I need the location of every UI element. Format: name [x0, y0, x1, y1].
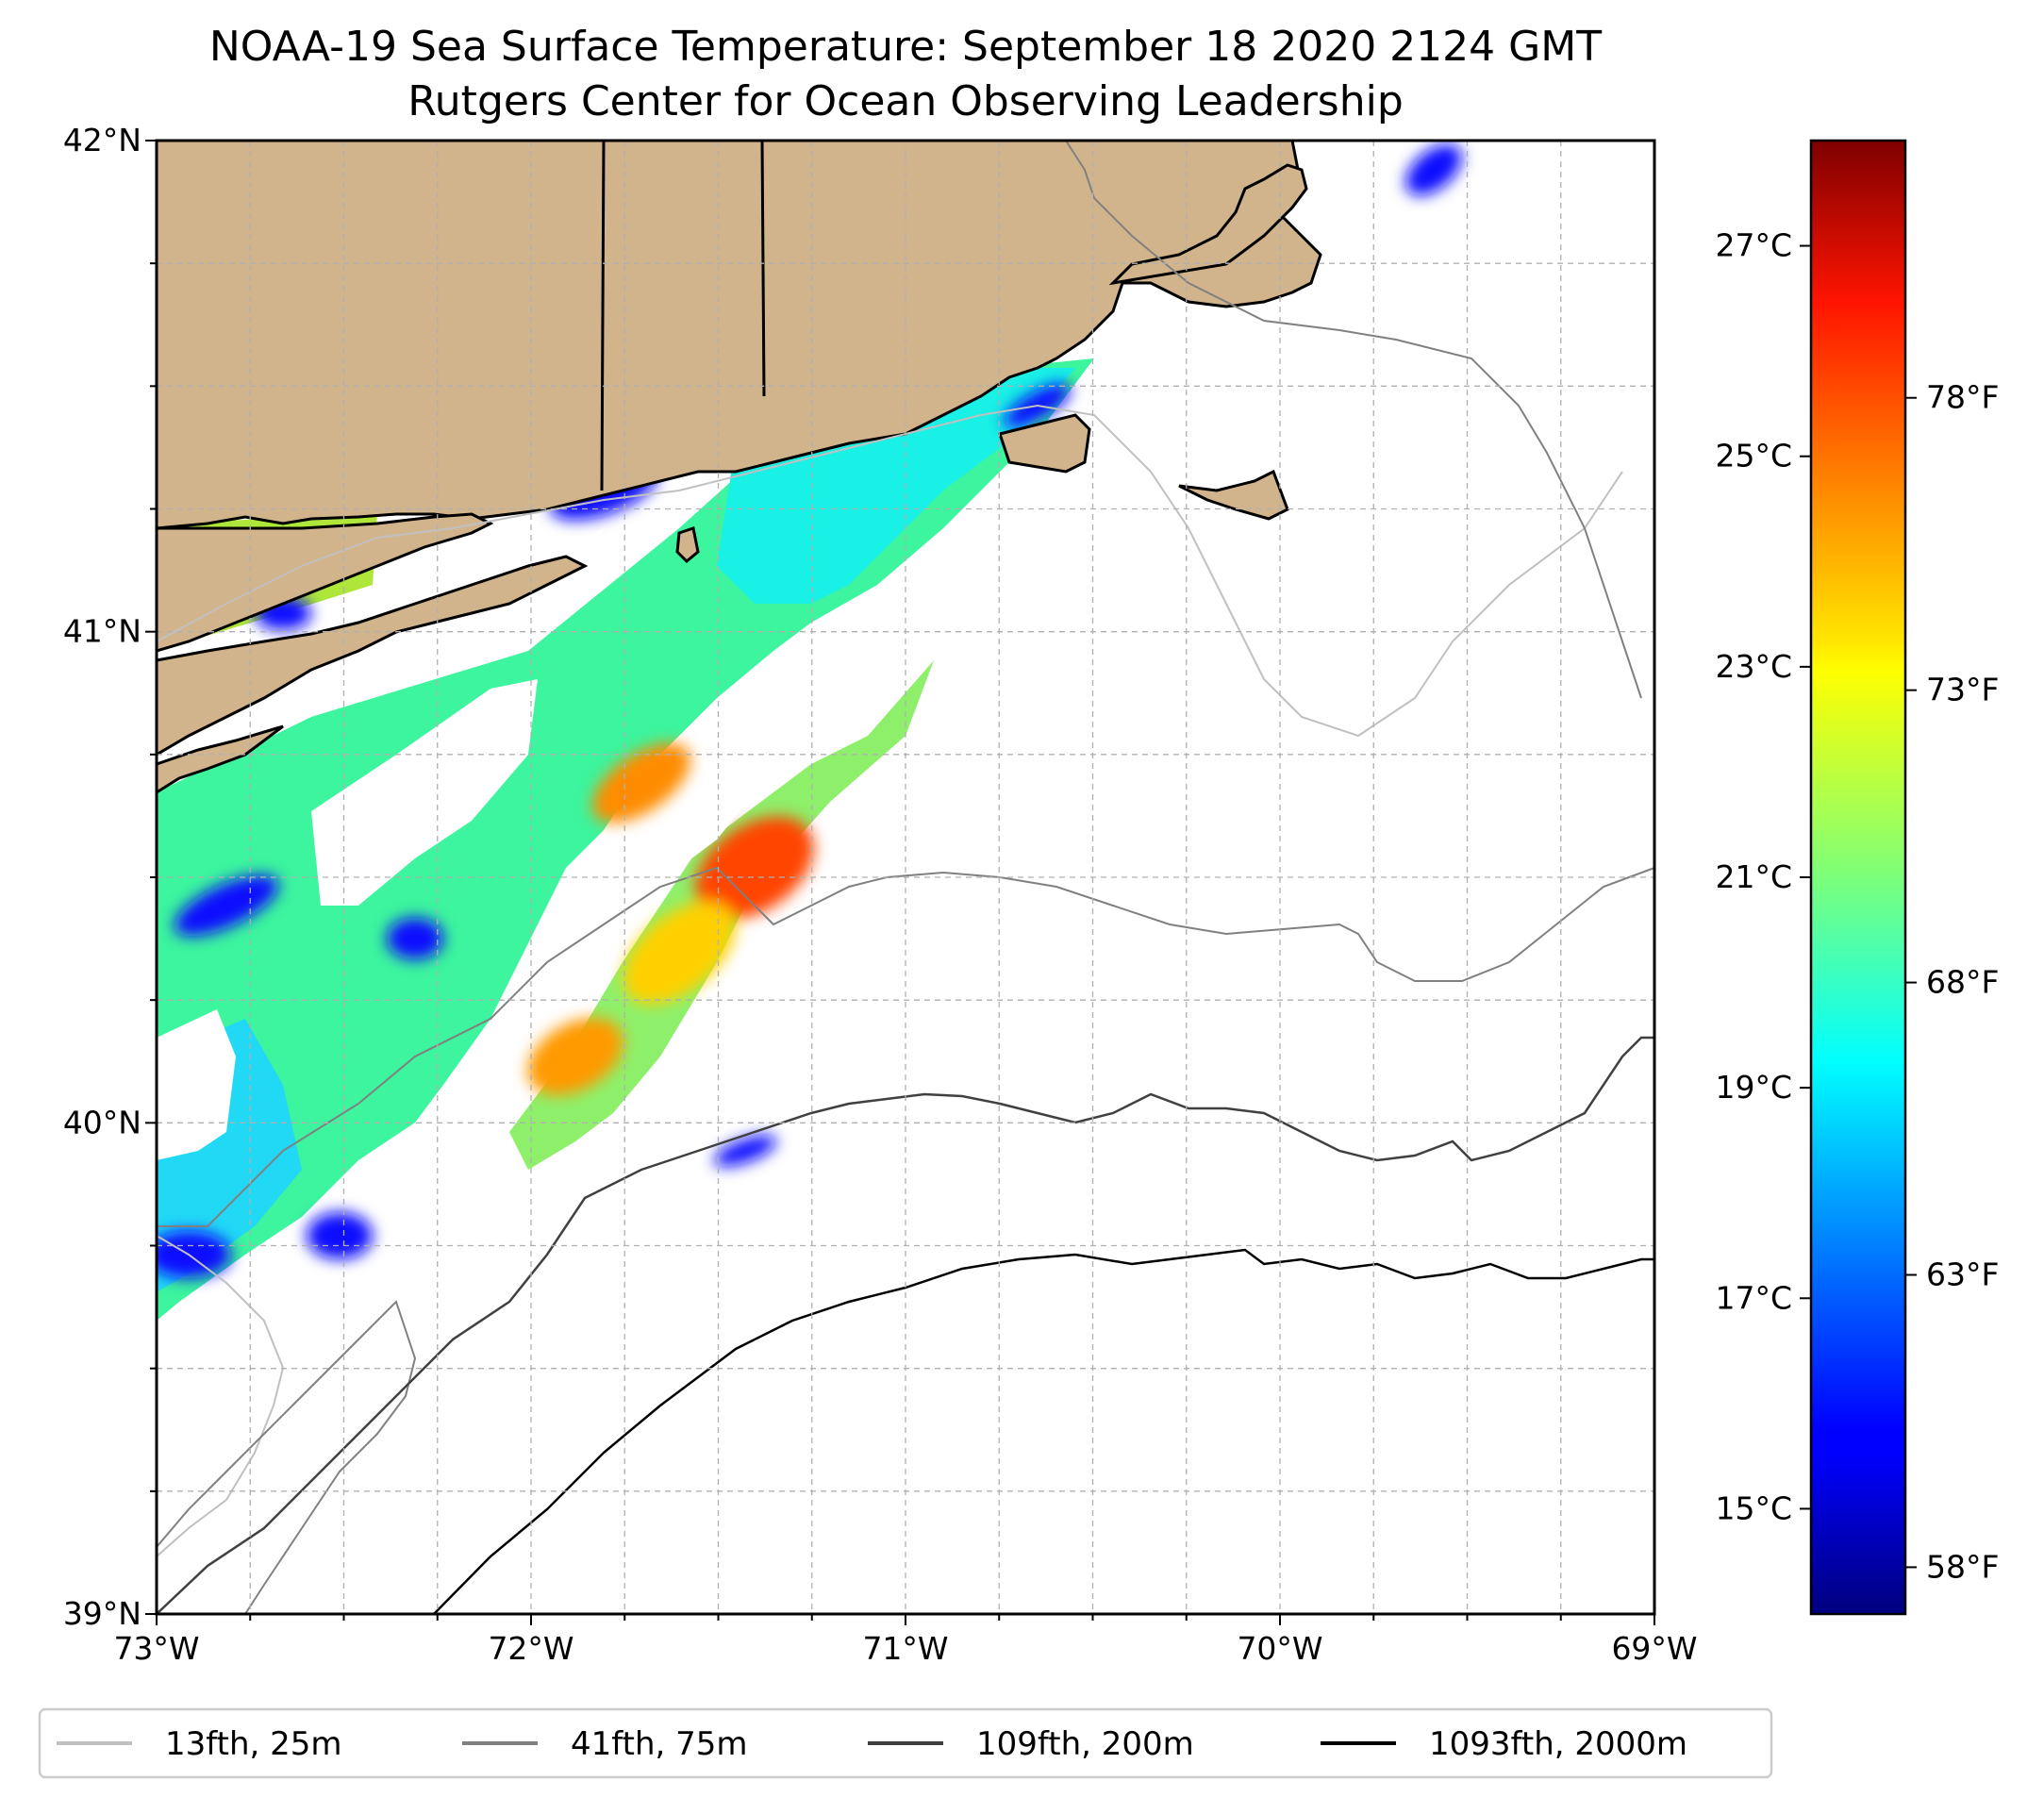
colorbar-fahrenheit-label: 58°F — [1926, 1548, 1999, 1585]
sst-warm-blob-2 — [695, 816, 814, 920]
legend-label: 109fth, 200m — [976, 1725, 1194, 1763]
land-cape-cod — [1108, 163, 1308, 286]
x-tick-label: 72°W — [488, 1630, 573, 1667]
isobath-2000m — [433, 1248, 1654, 1614]
sst-patch-west-swath — [157, 774, 340, 1085]
isobath-75m-west — [157, 1300, 417, 1614]
chart-title: NOAA-19 Sea Surface Temperature: Septemb… — [209, 23, 1602, 71]
colorbar-fahrenheit-label: 68°F — [1926, 964, 1999, 1001]
sst-field — [157, 143, 1462, 1321]
y-tick-label: 41°N — [63, 613, 141, 650]
land-long-island — [157, 555, 589, 757]
x-tick-label: 73°W — [113, 1630, 199, 1667]
sst-patch-main-swath — [157, 358, 1094, 1321]
sst-cool-blob-6 — [307, 1212, 373, 1259]
border-ny-ct — [600, 141, 606, 491]
colorbar-celsius-label: 23°C — [1715, 648, 1792, 685]
legend-label: 13fth, 25m — [165, 1725, 342, 1763]
sst-cool-blob-2 — [387, 918, 443, 959]
graticule — [157, 141, 1654, 1614]
state-borders — [600, 141, 766, 491]
colorbar-celsius-label: 15°C — [1715, 1489, 1792, 1526]
isobath-25m-south — [157, 1235, 285, 1557]
colorbar-celsius-label: 25°C — [1715, 438, 1792, 474]
colorbar-fahrenheit-label: 63°F — [1926, 1256, 1999, 1292]
sst-warm-blob-4 — [623, 901, 736, 1005]
sst-cool-blob-1 — [174, 874, 279, 937]
sst-cool-blob-10 — [713, 1135, 777, 1167]
sst-cool-blob-3 — [157, 1231, 231, 1278]
colorbar-gradient — [1809, 139, 1907, 1616]
chart-subtitle: Rutgers Center for Ocean Observing Leade… — [407, 77, 1404, 125]
x-tick-label: 70°W — [1237, 1630, 1322, 1667]
x-tick-label: 71°W — [862, 1630, 948, 1667]
colorbar-ticks: 15°C 17°C 19°C 21°C 23°C 25°C 27°C 58°F 63°F 68°F… — [1715, 227, 1999, 1586]
colorbar-celsius-label: 27°C — [1715, 227, 1792, 264]
colorbar-celsius-label: 21°C — [1715, 858, 1792, 895]
sst-gap-2 — [311, 679, 538, 906]
map-axes: 73°W 72°W 71°W 70°W 69°W 42°N 41°N 40°N 39°N — [63, 122, 1698, 1667]
land-marthas-vineyard — [998, 413, 1091, 474]
sst-gap-3 — [157, 1009, 236, 1160]
legend-label: 41fth, 75m — [571, 1725, 748, 1763]
y-tick-label: 42°N — [63, 122, 141, 158]
sst-warm-blob-3 — [527, 1018, 623, 1095]
isobath-contours — [157, 141, 1654, 1614]
y-tick-label: 40°N — [63, 1104, 141, 1140]
y-tick-label: 39°N — [63, 1595, 141, 1632]
colorbar: 15°C 17°C 19°C 21°C 23°C 25°C 27°C 58°F 63°F 68°F… — [1715, 139, 1999, 1616]
colorbar-fahrenheit-label: 78°F — [1926, 379, 1999, 416]
land-block-island — [675, 526, 700, 564]
isobath-200m — [157, 1036, 1654, 1614]
isobath-75m-north — [1065, 141, 1642, 699]
sst-gap-1 — [627, 641, 906, 877]
isobath-75m — [157, 866, 1654, 1227]
border-ct-ri — [760, 141, 766, 397]
colorbar-fahrenheit-label: 73°F — [1926, 672, 1999, 708]
isobath-legend: 13fth, 25m 41fth, 75m 109fth, 200m 1093fth,… — [38, 1707, 1773, 1779]
isobath-25m — [157, 404, 1623, 738]
sst-cool-blob-8 — [1405, 143, 1462, 196]
colorbar-celsius-label: 19°C — [1715, 1069, 1792, 1106]
map-area — [157, 141, 1654, 1614]
land-masses — [157, 141, 1322, 794]
sst-warm-blob-1 — [591, 742, 691, 824]
legend-label: 1093fth, 2000m — [1429, 1725, 1687, 1763]
colorbar-celsius-label: 17°C — [1715, 1279, 1792, 1316]
x-tick-label: 69°W — [1611, 1630, 1697, 1667]
